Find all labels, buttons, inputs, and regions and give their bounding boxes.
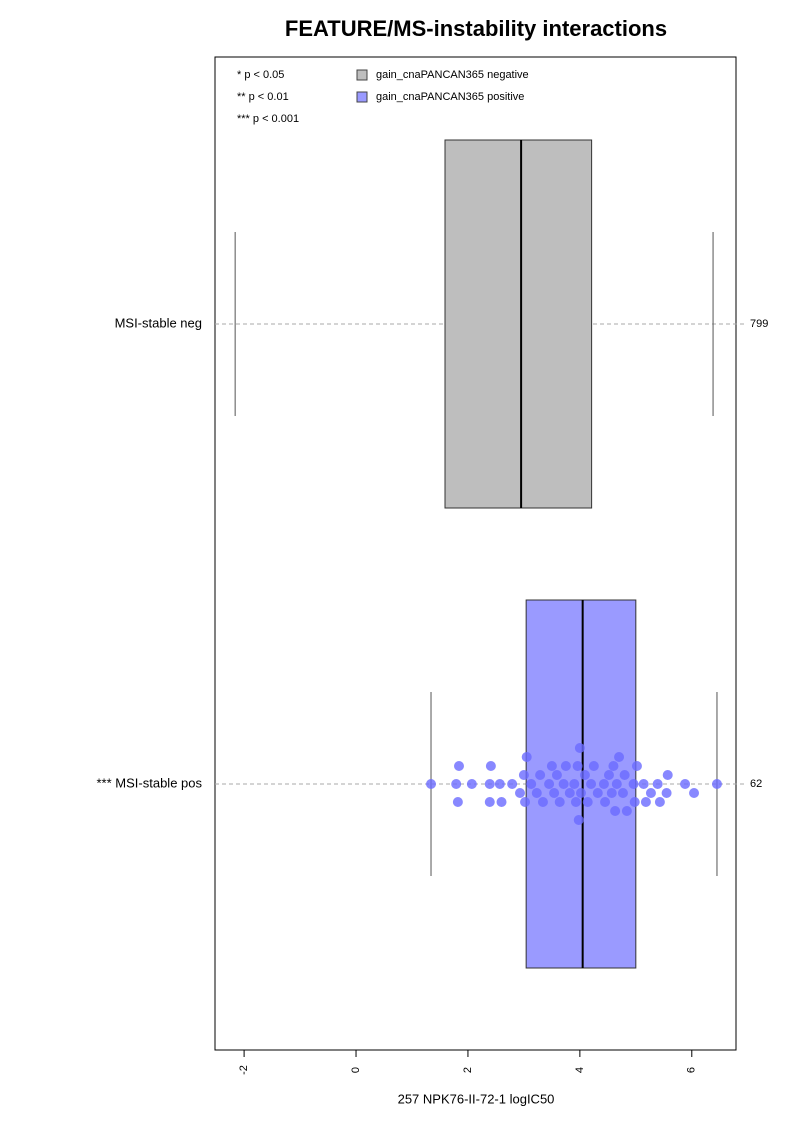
data-point (451, 779, 462, 789)
data-point (494, 779, 505, 789)
data-point (582, 797, 593, 807)
count-label: 62 (750, 778, 762, 790)
significance-note: *** p < 0.001 (237, 113, 299, 125)
x-tick-label: 2 (462, 1067, 474, 1073)
data-point (573, 815, 584, 825)
count-label: 799 (750, 318, 768, 330)
data-point (598, 779, 609, 789)
data-point (654, 797, 665, 807)
data-point (569, 779, 580, 789)
data-point (518, 770, 529, 780)
chart-title: FEATURE/MS-instability interactions (285, 16, 667, 41)
data-point (484, 779, 495, 789)
data-point (520, 797, 531, 807)
data-point (453, 761, 464, 771)
data-point (564, 788, 575, 798)
data-point (549, 788, 560, 798)
data-point (628, 779, 639, 789)
data-point (640, 797, 651, 807)
data-point (496, 797, 507, 807)
box (444, 139, 593, 509)
data-point (575, 788, 586, 798)
data-point (586, 779, 597, 789)
data-point (689, 788, 700, 798)
data-point (680, 779, 691, 789)
x-tick-label: 0 (350, 1067, 362, 1073)
legend-swatch (356, 69, 368, 81)
data-point (608, 761, 619, 771)
data-point (711, 779, 722, 789)
legend-label: gain_cnaPANCAN365 negative (376, 69, 529, 81)
data-point (521, 752, 532, 762)
data-point (574, 743, 585, 753)
x-tick-label: -2 (238, 1065, 250, 1075)
data-point (617, 788, 628, 798)
category-label: *** MSI-stable pos (97, 775, 203, 790)
data-point (531, 788, 542, 798)
data-point (535, 770, 546, 780)
significance-note: * p < 0.05 (237, 69, 284, 81)
data-point (485, 761, 496, 771)
data-point (570, 797, 581, 807)
data-point (466, 779, 477, 789)
data-point (546, 761, 557, 771)
data-point (544, 779, 555, 789)
data-point (514, 788, 525, 798)
data-point (426, 779, 437, 789)
data-point (638, 779, 649, 789)
significance-note: ** p < 0.01 (237, 91, 289, 103)
category-label: MSI-stable neg (115, 315, 202, 330)
data-point (537, 797, 548, 807)
data-point (588, 761, 599, 771)
data-point (603, 770, 614, 780)
data-point (484, 797, 495, 807)
data-point (551, 770, 562, 780)
data-point (572, 761, 583, 771)
data-point (592, 788, 603, 798)
data-point (631, 761, 642, 771)
data-point (614, 752, 625, 762)
legend-swatch (356, 91, 368, 103)
data-point (621, 806, 632, 816)
data-point (507, 779, 518, 789)
data-point (452, 797, 463, 807)
data-point (629, 797, 640, 807)
data-point (610, 806, 621, 816)
data-point (662, 770, 673, 780)
data-point (526, 779, 537, 789)
x-axis-label: 257 NPK76-II-72-1 logIC50 (398, 1091, 555, 1106)
data-point (606, 788, 617, 798)
x-tick-label: 4 (574, 1067, 586, 1073)
data-point (611, 779, 622, 789)
legend-label: gain_cnaPANCAN365 positive (376, 91, 524, 103)
data-point (619, 770, 630, 780)
data-point (600, 797, 611, 807)
data-point (645, 788, 656, 798)
x-tick-label: 6 (686, 1067, 698, 1073)
data-point (652, 779, 663, 789)
plot-frame (214, 56, 737, 1051)
data-point (661, 788, 672, 798)
data-point (560, 761, 571, 771)
data-point (579, 770, 590, 780)
data-point (554, 797, 565, 807)
data-point (558, 779, 569, 789)
